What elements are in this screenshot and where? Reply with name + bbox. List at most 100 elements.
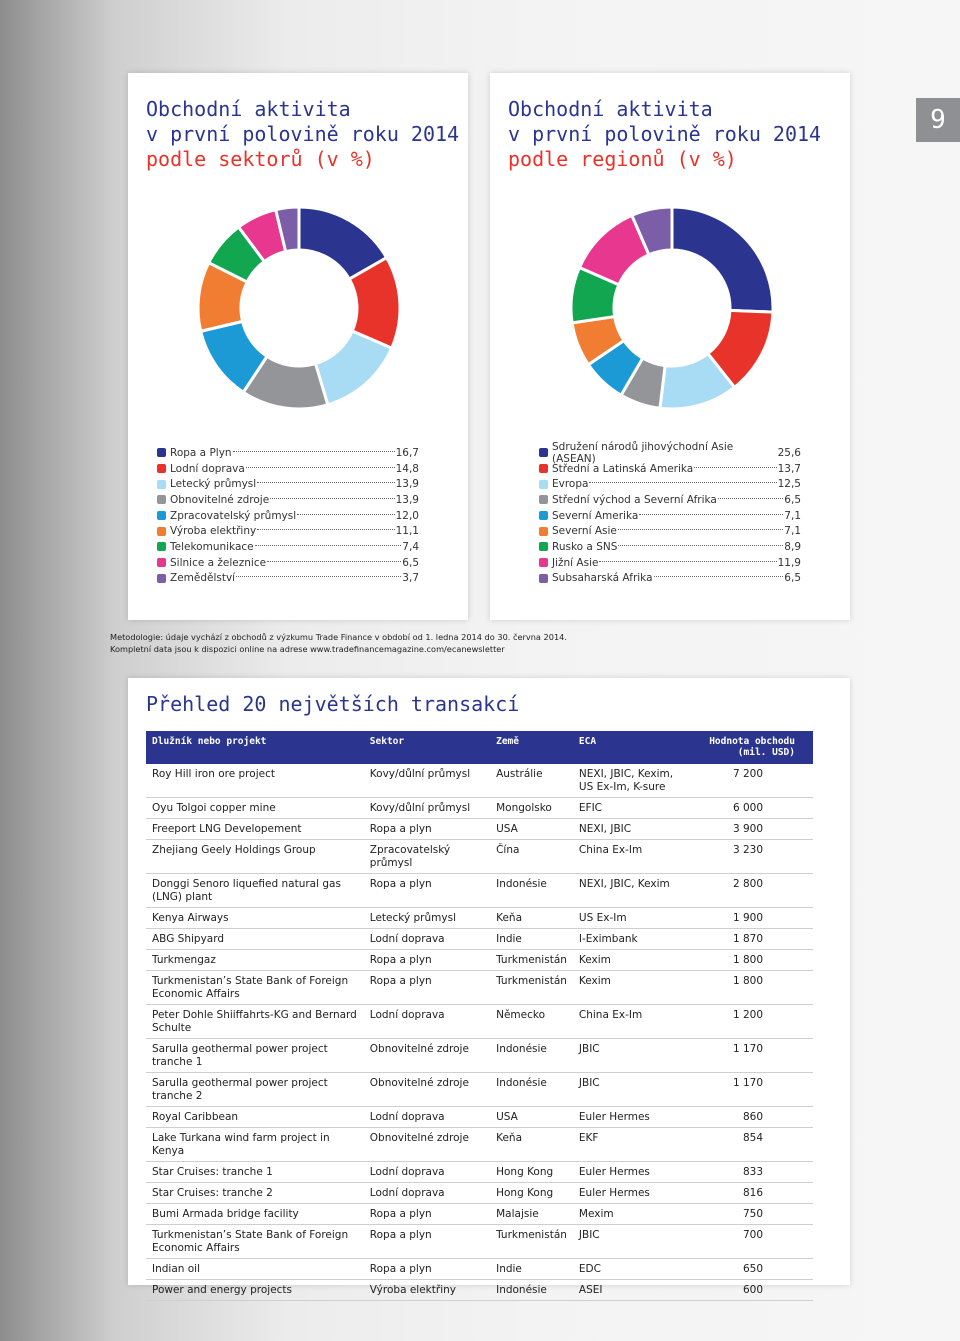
- table-cell: Indonésie: [490, 1038, 573, 1073]
- legend-swatch: [157, 495, 166, 505]
- table-cell: Zhejiang Geely Holdings Group: [146, 839, 364, 874]
- table-cell: I-Eximbank: [572, 928, 681, 950]
- table-cell: JBIC: [572, 1072, 681, 1107]
- table-cell: Ropa a plyn: [363, 949, 491, 971]
- legend: Sdružení národů jihovýchodní Asie (ASEAN…: [539, 441, 801, 587]
- table-cell: Turkmenistán: [490, 949, 573, 971]
- legend-swatch: [539, 464, 548, 474]
- table-cell: Ropa a plyn: [363, 818, 491, 840]
- page-number: 9: [916, 98, 960, 142]
- table-cell: Lodní doprava: [363, 928, 491, 950]
- donut-segment: [670, 205, 775, 314]
- leader: [618, 544, 784, 546]
- table-cell: Turkmengaz: [146, 949, 364, 971]
- table-cell: China Ex-Im: [572, 839, 681, 874]
- table-cell: Obnovitelné zdroje: [363, 1038, 491, 1073]
- legend-label: Severní Amerika: [552, 509, 639, 522]
- table-cell: Kovy/důlní průmysl: [363, 764, 491, 798]
- value-label: 12,0: [395, 509, 419, 522]
- legend-swatch: [157, 526, 166, 536]
- value-label: 7,4: [402, 540, 419, 553]
- legend-item: Střední a Latinská Amerika 13,7: [539, 461, 801, 477]
- column-header: ECA: [572, 731, 681, 764]
- legend: Ropa a Plyn 16,7 Lodní doprava 14,8 Letecký …: [157, 445, 419, 586]
- table-cell: Austrálie: [490, 764, 573, 798]
- table-row: Turkmengaz Ropa a plyn Turkmenistán Kexim 1 …: [146, 949, 813, 971]
- table-cell: Kovy/důlní průmysl: [363, 797, 491, 819]
- table-cell: 1 170: [680, 1072, 813, 1107]
- table-cell: Oyu Tolgoi copper mine: [146, 797, 364, 819]
- table-cell: Royal Caribbean: [146, 1106, 364, 1128]
- table-cell: Turkmenistán: [490, 1224, 573, 1259]
- leader: [599, 560, 777, 562]
- legend-item: Zpracovatelský průmysl 12,0: [157, 508, 419, 524]
- legend-label: Lodní doprava: [170, 462, 245, 475]
- table-cell: Malajsie: [490, 1203, 573, 1225]
- donut: [569, 205, 775, 411]
- legend-label: Severní Asie: [552, 525, 617, 538]
- legend-item: Střední východ a Severní Afrika 6,5: [539, 492, 801, 508]
- table-row: Royal Caribbean Lodní doprava USA Euler Her…: [146, 1106, 813, 1128]
- table-cell: 650: [680, 1258, 813, 1280]
- table-row: Donggi Senoro liquefied natural gas (LNG…: [146, 873, 813, 908]
- value-label: 25,6: [777, 446, 801, 459]
- table-cell: Indonésie: [490, 1279, 573, 1301]
- table-cell: EDC: [572, 1258, 681, 1280]
- legend-item: Severní Asie 7,1: [539, 523, 801, 539]
- legend-swatch: [539, 558, 548, 568]
- legend-item: Subsaharská Afrika 6,5: [539, 571, 801, 587]
- value-label: 6,5: [402, 556, 419, 569]
- table-title: Přehled 20 největších transakcí: [146, 692, 520, 716]
- title-line: v první polovině roku 2014: [146, 122, 460, 146]
- chart-subtitle: podle sektorů (v %): [146, 147, 375, 171]
- chart-title: Obchodní aktivita v první polovině roku 2…: [508, 97, 821, 172]
- table-cell: NEXI, JBIC, Kexim, US Ex-Im, K-sure: [572, 764, 681, 798]
- table-row: Zhejiang Geely Holdings Group Zpracovatel…: [146, 839, 813, 874]
- table-cell: 600: [680, 1279, 813, 1301]
- table-cell: Lodní doprava: [363, 1182, 491, 1204]
- legend-swatch: [157, 479, 166, 489]
- table-cell: Bumi Armada bridge facility: [146, 1203, 364, 1225]
- leader: [257, 482, 395, 484]
- table-cell: Kexim: [572, 949, 681, 971]
- legend-label: Střední a Latinská Amerika: [552, 462, 694, 475]
- table-row: Bumi Armada bridge facility Ropa a plyn Ma…: [146, 1203, 813, 1225]
- table-row: Peter Dohle Shiiffahrts-KG and Bernard S…: [146, 1004, 813, 1039]
- table-cell: Star Cruises: tranche 2: [146, 1182, 364, 1204]
- table-cell: USA: [490, 818, 573, 840]
- value-label: 6,5: [784, 493, 801, 506]
- value-label: 7,1: [784, 525, 801, 538]
- legend-label: Jižní Asie: [552, 556, 599, 569]
- chart-card: Obchodní aktivita v první polovině roku 2…: [128, 73, 468, 620]
- leader: [257, 529, 395, 531]
- table-row: Star Cruises: tranche 1 Lodní doprava Hong…: [146, 1161, 813, 1183]
- legend-item: Severní Amerika 7,1: [539, 508, 801, 524]
- table-cell: Star Cruises: tranche 1: [146, 1161, 364, 1183]
- value-label: 11,1: [395, 525, 419, 538]
- legend-item: Telekomunikace 7,4: [157, 539, 419, 555]
- table-cell: Indie: [490, 928, 573, 950]
- donut-segment: [313, 329, 394, 407]
- legend-label: Rusko a SNS: [552, 540, 618, 553]
- table-cell: Lodní doprava: [363, 1106, 491, 1128]
- table-cell: JBIC: [572, 1224, 681, 1259]
- table-row: Kenya Airways Letecký průmysl Keňa US Ex-Im…: [146, 907, 813, 929]
- leader: [653, 576, 784, 578]
- table-cell: 700: [680, 1224, 813, 1259]
- legend-swatch: [157, 448, 166, 458]
- methodology-line: Kompletní data jsou k dispozici online n…: [110, 644, 505, 654]
- methodology: Metodologie: údaje vychází z obchodů z v…: [110, 631, 567, 655]
- table-cell: Donggi Senoro liquefied natural gas (LNG…: [146, 873, 364, 908]
- legend-swatch: [157, 464, 166, 474]
- value-label: 12,5: [777, 478, 801, 491]
- table-cell: 1 800: [680, 970, 813, 1005]
- table-cell: 1 870: [680, 928, 813, 950]
- value-label: 13,7: [777, 462, 801, 475]
- table-cell: 750: [680, 1203, 813, 1225]
- donut: [196, 205, 402, 411]
- table-cell: Peter Dohle Shiiffahrts-KG and Bernard S…: [146, 1004, 364, 1039]
- table-cell: Turkmenistan’s State Bank of Foreign Eco…: [146, 1224, 364, 1259]
- leader: [245, 466, 395, 468]
- table-cell: China Ex-Im: [572, 1004, 681, 1039]
- title-line: Obchodní aktivita: [146, 97, 351, 121]
